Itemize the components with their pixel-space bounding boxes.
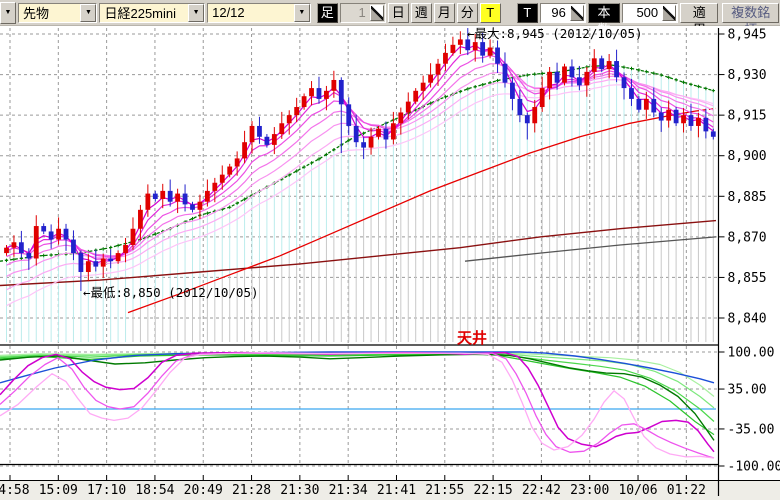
apply-button[interactable]: 適用: [680, 2, 719, 37]
svg-text:22:42: 22:42: [522, 483, 561, 498]
svg-text:21:28: 21:28: [232, 483, 271, 498]
axes-layer: 8,945 8,930 8,915 8,900 8,885 8,870 8,855 8,840…: [0, 28, 780, 500]
annotations-layer: ←最大:8,945 (2012/10/05) ←最低:8,850 (2012/10…: [83, 26, 643, 300]
toolbar: ▼ 先物 ▼ 日経225mini ▼ 12/12 ▼ 足 1 日 週 月 分 T…: [0, 0, 780, 37]
contract-month-combo-value: 12/12: [212, 5, 245, 20]
main-candles-layer: [4, 28, 716, 291]
period-week-button[interactable]: 週: [410, 2, 432, 23]
symbol-combo-value: 日経225mini: [104, 6, 177, 21]
tick-count-button[interactable]: T: [516, 2, 538, 23]
long-ma-lines: [0, 219, 717, 287]
category-combo-arrow-icon[interactable]: ▼: [80, 3, 97, 22]
svg-text:22:15: 22:15: [474, 483, 513, 498]
gridlines-layer: [0, 28, 719, 467]
tick-count-spinner-icon[interactable]: [569, 4, 584, 21]
tick-count-field[interactable]: 96: [539, 2, 586, 23]
svg-text:18:54: 18:54: [135, 483, 174, 498]
svg-text:23:00: 23:00: [570, 483, 609, 498]
svg-text:10/06: 10/06: [618, 483, 657, 498]
svg-text:←最低:8,850 (2012/10/05): ←最低:8,850 (2012/10/05): [83, 285, 259, 300]
svg-text:14:58: 14:58: [0, 483, 30, 498]
category-combo-value: 先物: [23, 6, 50, 21]
svg-text:8,900: 8,900: [728, 149, 767, 164]
category-combo[interactable]: 先物 ▼: [18, 2, 98, 23]
tick-count-value: 96: [551, 5, 566, 20]
svg-text:21:41: 21:41: [377, 483, 416, 498]
svg-text:天井: 天井: [457, 329, 487, 347]
bar-count-value: 500: [636, 5, 659, 20]
symbol-combo-arrow-icon[interactable]: ▼: [188, 3, 205, 22]
svg-text:←最大:8,945 (2012/10/05): ←最大:8,945 (2012/10/05): [467, 26, 643, 41]
period-day-button[interactable]: 日: [387, 2, 409, 23]
symbol-combo[interactable]: 日経225mini ▼: [99, 2, 206, 23]
svg-text:8,945: 8,945: [728, 28, 767, 43]
ashi-mode-button[interactable]: 足: [316, 2, 338, 23]
contract-month-combo[interactable]: 12/12 ▼: [207, 2, 311, 23]
lower-panel-layer: 天井: [0, 329, 719, 466]
svg-text:8,870: 8,870: [728, 230, 767, 245]
svg-text:-100.00: -100.00: [728, 460, 780, 475]
svg-text:8,855: 8,855: [728, 271, 767, 286]
multi-symbol-button[interactable]: 複数銘柄: [722, 2, 779, 37]
interval-field[interactable]: 1: [339, 2, 386, 23]
svg-text:15:09: 15:09: [39, 483, 78, 498]
svg-text:-35.00: -35.00: [728, 422, 775, 437]
bar-count-button[interactable]: 本数: [587, 2, 621, 37]
chart-canvas[interactable]: ←最大:8,945 (2012/10/05) ←最低:8,850 (2012/10…: [0, 26, 780, 500]
svg-text:100.00: 100.00: [728, 346, 775, 361]
green-ma-line: [0, 63, 715, 262]
period-month-button[interactable]: 月: [433, 2, 455, 23]
period-minute-button[interactable]: 分: [456, 2, 478, 23]
red-ma-line: [127, 107, 717, 314]
tick-mode-button[interactable]: T: [479, 2, 501, 23]
svg-text:01:22: 01:22: [667, 483, 706, 498]
bar-count-field[interactable]: 500: [622, 2, 679, 23]
ma-ribbon-layer: [6, 44, 714, 307]
interval-value: 1: [358, 5, 366, 20]
svg-text:8,915: 8,915: [728, 109, 767, 124]
svg-text:21:30: 21:30: [280, 483, 319, 498]
bar-count-spinner-icon[interactable]: [662, 4, 677, 21]
svg-text:8,930: 8,930: [728, 68, 767, 83]
svg-text:17:10: 17:10: [87, 483, 126, 498]
svg-text:35.00: 35.00: [728, 383, 767, 398]
interval-spinner-icon[interactable]: [369, 4, 384, 21]
chart-area[interactable]: ←最大:8,945 (2012/10/05) ←最低:8,850 (2012/10…: [0, 26, 780, 500]
svg-text:21:55: 21:55: [425, 483, 464, 498]
hidden-combo-arrow-button[interactable]: ▼: [0, 1, 16, 24]
svg-text:21:34: 21:34: [329, 483, 368, 498]
svg-text:8,885: 8,885: [728, 190, 767, 205]
svg-text:20:49: 20:49: [184, 483, 223, 498]
svg-text:8,840: 8,840: [728, 312, 767, 327]
contract-month-combo-arrow-icon[interactable]: ▼: [293, 3, 310, 22]
hatch-fill-layer: [6, 66, 714, 342]
